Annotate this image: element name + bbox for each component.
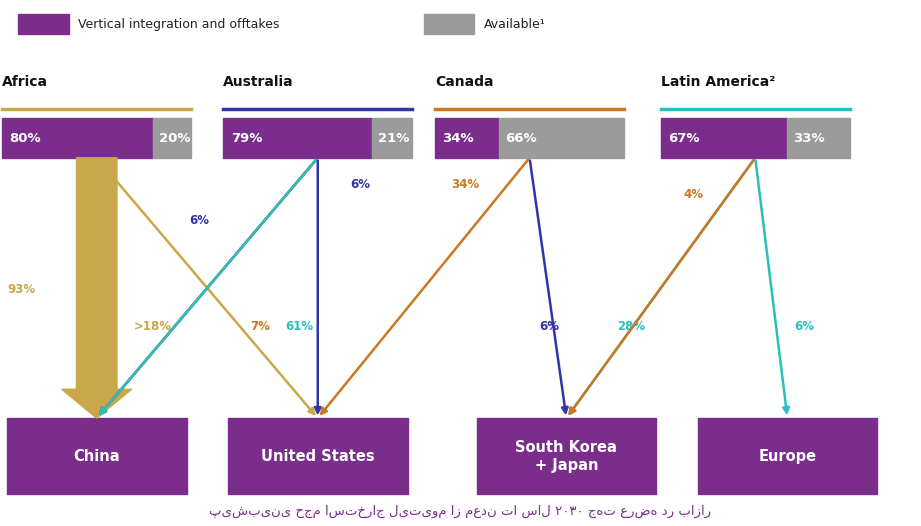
Bar (477, 418, 656, 494)
Bar (153, 118, 192, 158)
Text: Africa: Africa (3, 75, 48, 89)
Text: 6%: 6% (189, 215, 209, 227)
Text: China: China (74, 449, 120, 464)
Text: 28%: 28% (617, 320, 646, 332)
Text: 79%: 79% (230, 132, 262, 145)
Bar (698, 418, 877, 494)
Bar (660, 118, 787, 158)
Text: Latin America²: Latin America² (660, 75, 775, 89)
Bar (3, 118, 153, 158)
Bar (435, 118, 499, 158)
Text: 6%: 6% (539, 320, 559, 332)
Text: Available¹: Available¹ (484, 18, 545, 31)
Text: 34%: 34% (451, 178, 480, 190)
Bar (223, 118, 372, 158)
Text: 66%: 66% (505, 132, 537, 145)
Text: پیش‌بینی حجم استخراج لیتیوم از معدن تا سال ۲۰۳۰ جهت عرضه در بازار: پیش‌بینی حجم استخراج لیتیوم از معدن تا س… (209, 505, 712, 518)
Text: South Korea
+ Japan: South Korea + Japan (516, 440, 617, 473)
Text: Australia: Australia (223, 75, 294, 89)
Text: 61%: 61% (286, 320, 314, 332)
Bar (787, 118, 849, 158)
Text: United States: United States (261, 449, 375, 464)
Text: 33%: 33% (793, 132, 824, 145)
Text: Canada: Canada (435, 75, 494, 89)
Text: 93%: 93% (7, 283, 36, 296)
Text: Europe: Europe (758, 449, 817, 464)
Bar (6, 418, 186, 494)
Bar (227, 418, 407, 494)
Text: >18%: >18% (134, 320, 171, 332)
FancyArrow shape (62, 158, 132, 418)
Text: 4%: 4% (683, 188, 704, 201)
Text: 20%: 20% (159, 132, 191, 145)
Bar (424, 14, 474, 34)
Text: 7%: 7% (251, 320, 271, 332)
Text: 80%: 80% (10, 132, 41, 145)
Bar (372, 118, 412, 158)
Text: 6%: 6% (350, 178, 370, 190)
Text: 34%: 34% (442, 132, 474, 145)
Text: Vertical integration and offtakes: Vertical integration and offtakes (78, 18, 280, 31)
Bar (499, 118, 624, 158)
Text: 6%: 6% (794, 320, 814, 332)
Text: 67%: 67% (668, 132, 700, 145)
Bar (18, 14, 69, 34)
Text: 21%: 21% (378, 132, 410, 145)
